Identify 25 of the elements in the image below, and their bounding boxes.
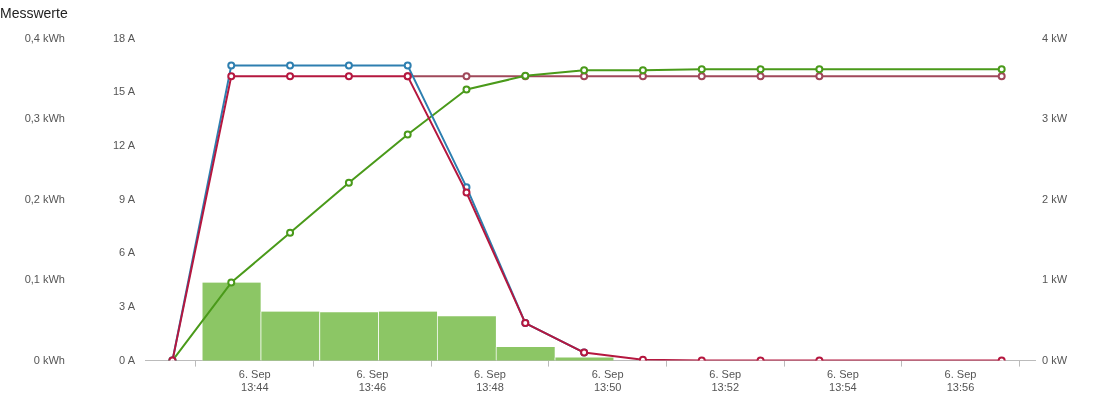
y2-tick-label: 4 kW xyxy=(1042,31,1068,44)
x-tick-label: 6. Sep 13:52 xyxy=(709,368,742,394)
y3-tick-label: 0,2 kWh xyxy=(24,192,65,205)
y3-tick-label: 0 kWh xyxy=(33,353,65,366)
y-tick-label: 3 A xyxy=(119,300,136,312)
y3-tick-label: 0,1 kWh xyxy=(24,273,65,286)
y-tick-label: 9 A xyxy=(119,192,136,205)
y2-tick-label: 3 kW xyxy=(1042,112,1068,125)
x-tick-label: 6. Sep 13:44 xyxy=(238,368,271,394)
y2-tick-label: 0 kW xyxy=(1042,353,1068,366)
y2-tick-label: 1 kW xyxy=(1042,273,1068,286)
x-tick-label: 6. Sep 13:48 xyxy=(474,368,506,394)
y2-tick-label: 2 kW xyxy=(1042,192,1068,205)
x-tick-label: 6. Sep 13:50 xyxy=(591,368,624,394)
y-tick-label: 0 A xyxy=(119,353,136,366)
x-tick-label: 6. Sep 13:56 xyxy=(944,368,977,394)
x-tick-label: 6. Sep 13:54 xyxy=(826,368,859,394)
y3-tick-label: 0,4 kWh xyxy=(24,31,65,44)
y3-tick-label: 0,3 kWh xyxy=(24,112,65,125)
y-tick-label: 6 A xyxy=(119,246,136,259)
y-tick-label: 18 A xyxy=(112,31,136,44)
x-tick-label: 6. Sep 13:46 xyxy=(356,368,389,394)
chart-title: Messwerte xyxy=(0,5,68,22)
y-tick-label: 12 A xyxy=(112,139,136,152)
y-tick-label: 15 A xyxy=(112,85,136,98)
